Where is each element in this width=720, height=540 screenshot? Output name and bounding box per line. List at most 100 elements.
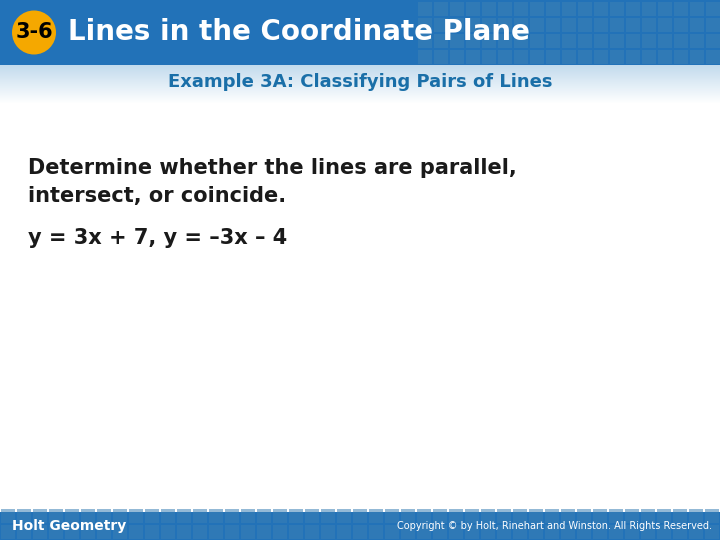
Bar <box>49 509 63 523</box>
Bar <box>0 70 720 71</box>
Bar <box>610 34 624 48</box>
Bar <box>81 525 95 539</box>
Bar <box>641 509 655 523</box>
Bar <box>465 525 479 539</box>
Bar <box>145 525 159 539</box>
Bar <box>593 509 607 523</box>
Bar <box>0 85 720 86</box>
Bar <box>0 74 720 75</box>
Bar <box>353 525 367 539</box>
Bar <box>97 525 111 539</box>
Bar <box>594 50 608 64</box>
Bar <box>577 525 591 539</box>
Bar <box>433 509 447 523</box>
Bar <box>0 100 720 101</box>
Bar <box>241 525 255 539</box>
Bar <box>33 509 47 523</box>
Bar <box>0 65 720 66</box>
Bar <box>610 50 624 64</box>
Bar <box>0 87 720 88</box>
Bar <box>0 88 720 89</box>
Bar <box>0 512 720 540</box>
Bar <box>513 509 527 523</box>
Bar <box>482 34 496 48</box>
Bar <box>161 525 175 539</box>
Bar <box>545 509 559 523</box>
Bar <box>145 509 159 523</box>
Bar <box>562 50 576 64</box>
Bar <box>642 2 656 16</box>
Text: Lines in the Coordinate Plane: Lines in the Coordinate Plane <box>68 18 530 46</box>
Bar <box>657 525 671 539</box>
Bar <box>658 18 672 32</box>
Bar <box>481 525 495 539</box>
Bar <box>0 90 720 91</box>
Bar <box>657 509 671 523</box>
Bar <box>0 82 720 83</box>
Bar <box>177 525 191 539</box>
Bar <box>545 525 559 539</box>
Bar <box>434 34 448 48</box>
Bar <box>482 2 496 16</box>
Bar <box>706 2 720 16</box>
Bar <box>0 102 720 103</box>
Text: Determine whether the lines are parallel,: Determine whether the lines are parallel… <box>28 158 517 178</box>
Bar <box>530 50 544 64</box>
Bar <box>497 525 511 539</box>
Bar <box>0 84 720 85</box>
Bar <box>482 18 496 32</box>
Bar <box>450 18 464 32</box>
Bar <box>0 67 720 68</box>
Bar <box>498 2 512 16</box>
Bar <box>0 68 720 69</box>
Bar <box>513 525 527 539</box>
Bar <box>610 2 624 16</box>
Bar <box>434 50 448 64</box>
Bar <box>0 69 720 70</box>
Bar <box>177 509 191 523</box>
Bar <box>0 86 720 87</box>
Bar <box>0 66 720 67</box>
Bar <box>289 509 303 523</box>
Bar <box>1 509 15 523</box>
Bar <box>594 34 608 48</box>
Bar <box>625 525 639 539</box>
Bar <box>594 18 608 32</box>
Bar <box>0 81 720 82</box>
Bar <box>65 525 79 539</box>
Bar <box>369 509 383 523</box>
Bar <box>65 509 79 523</box>
Bar <box>578 18 592 32</box>
Bar <box>546 50 560 64</box>
Bar <box>625 509 639 523</box>
Bar <box>225 525 239 539</box>
Bar <box>706 18 720 32</box>
Bar <box>450 34 464 48</box>
Bar <box>385 525 399 539</box>
Bar <box>498 34 512 48</box>
Bar <box>578 50 592 64</box>
Bar <box>465 509 479 523</box>
Bar <box>337 525 351 539</box>
Bar <box>353 509 367 523</box>
Bar <box>321 525 335 539</box>
Bar <box>673 509 687 523</box>
Bar <box>305 525 319 539</box>
Bar <box>321 509 335 523</box>
Bar <box>209 509 223 523</box>
Bar <box>690 18 704 32</box>
Bar <box>449 509 463 523</box>
Bar <box>689 525 703 539</box>
Bar <box>609 525 623 539</box>
Bar <box>674 50 688 64</box>
Bar <box>434 2 448 16</box>
Bar <box>450 50 464 64</box>
Bar <box>81 509 95 523</box>
Bar <box>626 34 640 48</box>
Bar <box>674 18 688 32</box>
Bar <box>593 525 607 539</box>
Bar <box>129 525 143 539</box>
Bar <box>626 50 640 64</box>
Bar <box>0 97 720 98</box>
Bar <box>0 92 720 93</box>
